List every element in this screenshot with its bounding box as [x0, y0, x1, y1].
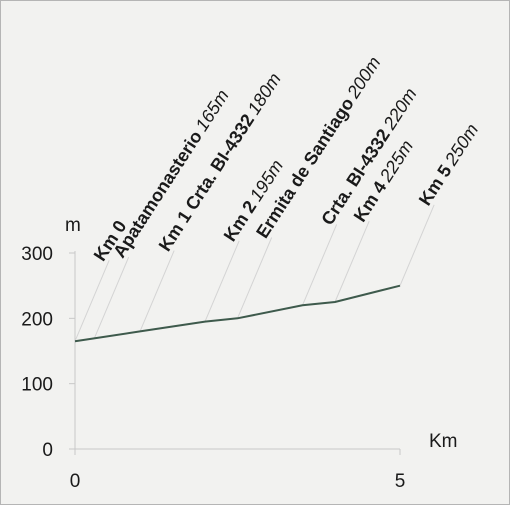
y-tick-label: 300 [21, 244, 53, 265]
annotation-label: Km 5250m [415, 120, 482, 209]
annotation-value: 250m [440, 120, 482, 169]
annotation-leader [139, 250, 175, 332]
annotation-value: 200m [343, 53, 385, 102]
annotation-name: Km 5 [415, 161, 456, 209]
annotation-leader [204, 240, 240, 322]
annotation-name: Km 2 [220, 197, 261, 245]
annotation-value: 220m [379, 84, 421, 133]
annotation-value: 180m [244, 69, 285, 118]
y-axis-label: m [65, 215, 81, 236]
series-layer [74, 284, 401, 343]
y-tick-label: 200 [21, 309, 53, 330]
annotation-value: 165m [192, 86, 233, 135]
chart-axes: 0 100 200 300 0 5 [21, 244, 405, 492]
x-tick-label: 0 [70, 471, 81, 492]
leader-lines [74, 204, 435, 342]
y-tick-label: 100 [21, 375, 53, 396]
annotation-leader [237, 237, 273, 319]
elevation-line [74, 284, 401, 343]
annotation-leader [94, 256, 130, 339]
annotation-leader [334, 220, 370, 303]
annotation-leader [302, 224, 338, 306]
x-tick-label: 5 [395, 471, 406, 492]
x-axis-label: Km [429, 431, 458, 452]
annotation-leader [74, 260, 110, 342]
annotation-leader [399, 204, 435, 286]
y-tick-label: 0 [42, 440, 53, 461]
